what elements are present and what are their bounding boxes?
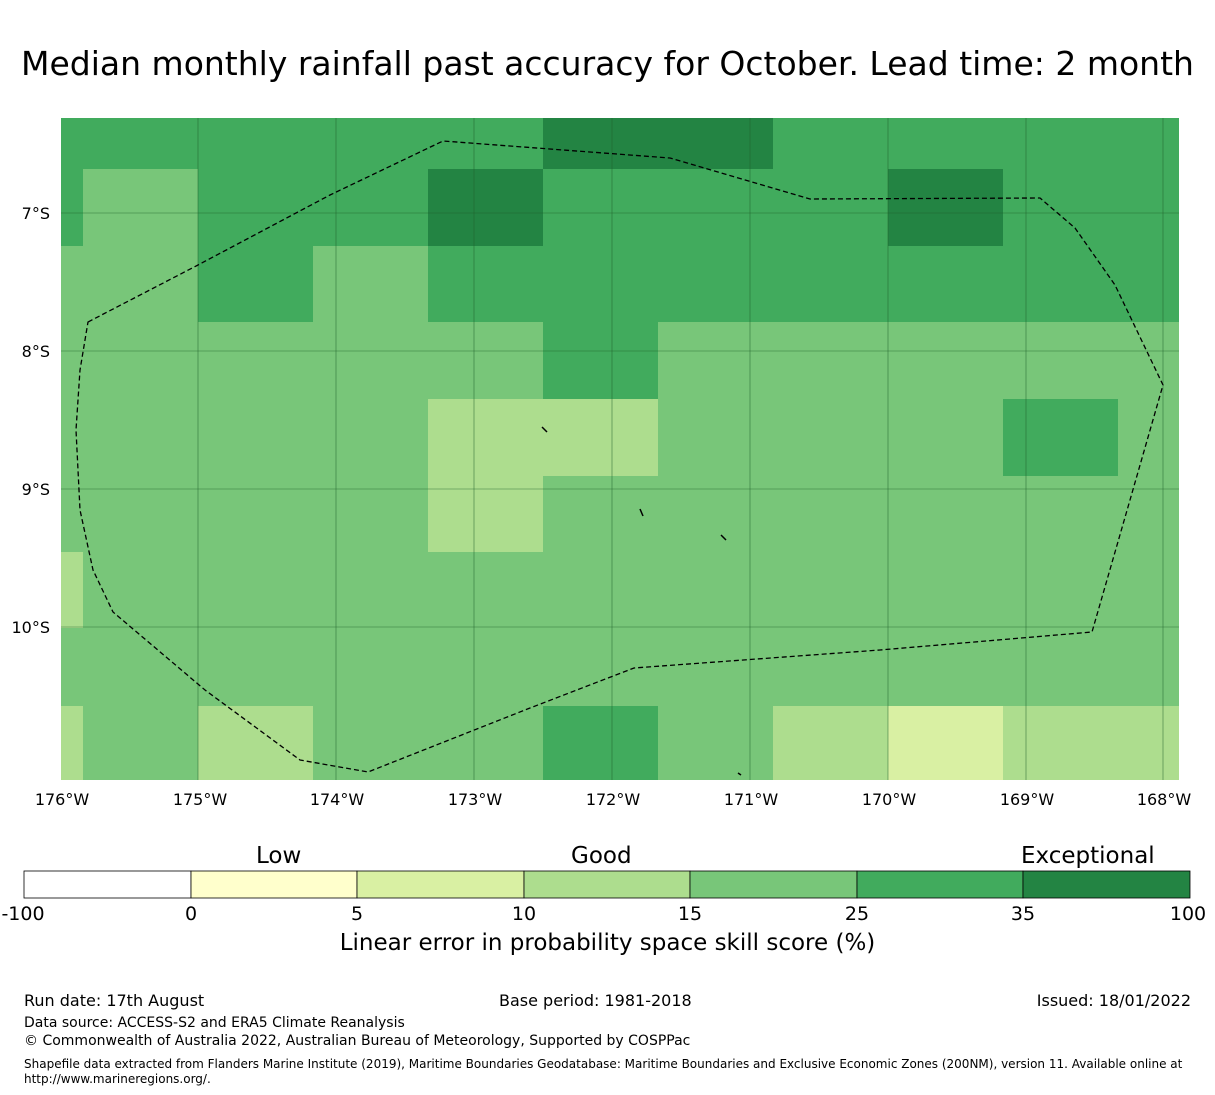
skill-cell bbox=[543, 322, 658, 399]
colorbar-segment bbox=[856, 870, 1024, 899]
issued-date: Issued: 18/01/2022 bbox=[1036, 991, 1191, 1010]
colorbar-label: Linear error in probability space skill … bbox=[339, 930, 876, 956]
skill-cell bbox=[773, 706, 888, 780]
colorbar-segment bbox=[689, 870, 858, 899]
skill-cell bbox=[198, 246, 313, 322]
colorbar-tick: 25 bbox=[844, 903, 870, 925]
colorbar-segment bbox=[190, 870, 358, 899]
colorbar-tick: 10 bbox=[511, 903, 537, 925]
skill-cell bbox=[428, 399, 658, 476]
lon-label: 176°W bbox=[34, 790, 90, 809]
skill-score-map bbox=[61, 118, 1179, 780]
colorbar-segment bbox=[356, 870, 525, 899]
skill-cell bbox=[61, 706, 83, 780]
graticule-lines bbox=[61, 118, 1179, 780]
skill-cell bbox=[888, 169, 1003, 246]
island-marker bbox=[639, 508, 644, 517]
lon-label: 175°W bbox=[172, 790, 228, 809]
colorbar-segment bbox=[23, 870, 192, 899]
colorbar-tick: 5 bbox=[350, 903, 364, 925]
colorbar-segment bbox=[1022, 870, 1191, 899]
colorbar-tick: -100 bbox=[1, 903, 45, 925]
skill-cell bbox=[1003, 706, 1179, 780]
lon-label: 171°W bbox=[723, 790, 779, 809]
skill-cell bbox=[888, 706, 1003, 780]
data-source: Data source: ACCESS-S2 and ERA5 Climate … bbox=[24, 1015, 405, 1031]
lon-label: 172°W bbox=[585, 790, 641, 809]
island-marker bbox=[541, 426, 548, 433]
skill-grid-cells bbox=[61, 118, 1179, 780]
skill-cell bbox=[198, 706, 313, 780]
colorbar-tick: 15 bbox=[677, 903, 703, 925]
lat-label: 8°S bbox=[21, 342, 50, 361]
eez-boundary bbox=[75, 140, 1164, 773]
lon-label: 174°W bbox=[309, 790, 365, 809]
lon-label: 169°W bbox=[999, 790, 1055, 809]
legend-category-good: Good bbox=[571, 843, 632, 869]
base-period: Base period: 1981-2018 bbox=[499, 991, 692, 1010]
skill-cell bbox=[543, 169, 888, 246]
skill-cell bbox=[428, 246, 1179, 322]
skill-cell bbox=[61, 552, 83, 628]
lon-label: 170°W bbox=[861, 790, 917, 809]
colorbar-tick: 35 bbox=[1010, 903, 1036, 925]
legend-category-exceptional: Exceptional bbox=[1021, 843, 1155, 869]
lon-label: 173°W bbox=[447, 790, 503, 809]
lat-label: 7°S bbox=[21, 204, 50, 223]
colorbar-tick: 100 bbox=[1169, 903, 1207, 925]
colorbar bbox=[23, 870, 1191, 899]
skill-cell bbox=[1003, 169, 1179, 246]
skill-cell bbox=[1003, 399, 1118, 476]
copyright: © Commonwealth of Australia 2022, Austra… bbox=[24, 1033, 691, 1049]
lat-label: 10°S bbox=[11, 618, 50, 637]
island-marker bbox=[737, 772, 742, 776]
colorbar-segment bbox=[523, 870, 691, 899]
run-date: Run date: 17th August bbox=[24, 991, 205, 1010]
lon-label: 168°W bbox=[1136, 790, 1192, 809]
map-title: Median monthly rainfall past accuracy fo… bbox=[21, 44, 1194, 83]
skill-cell bbox=[198, 169, 428, 246]
skill-cell bbox=[428, 476, 543, 552]
legend-category-low: Low bbox=[256, 843, 302, 869]
skill-cell bbox=[61, 169, 83, 246]
skill-cell bbox=[773, 118, 1179, 169]
shapefile-credit: Shapefile data extracted from Flanders M… bbox=[24, 1057, 1183, 1086]
skill-cell bbox=[543, 118, 773, 169]
skill-cell bbox=[61, 118, 543, 169]
skill-cell bbox=[428, 169, 543, 246]
island-marker bbox=[720, 534, 727, 541]
skill-cell bbox=[543, 706, 658, 780]
colorbar-tick: 0 bbox=[184, 903, 198, 925]
lat-label: 9°S bbox=[21, 480, 50, 499]
